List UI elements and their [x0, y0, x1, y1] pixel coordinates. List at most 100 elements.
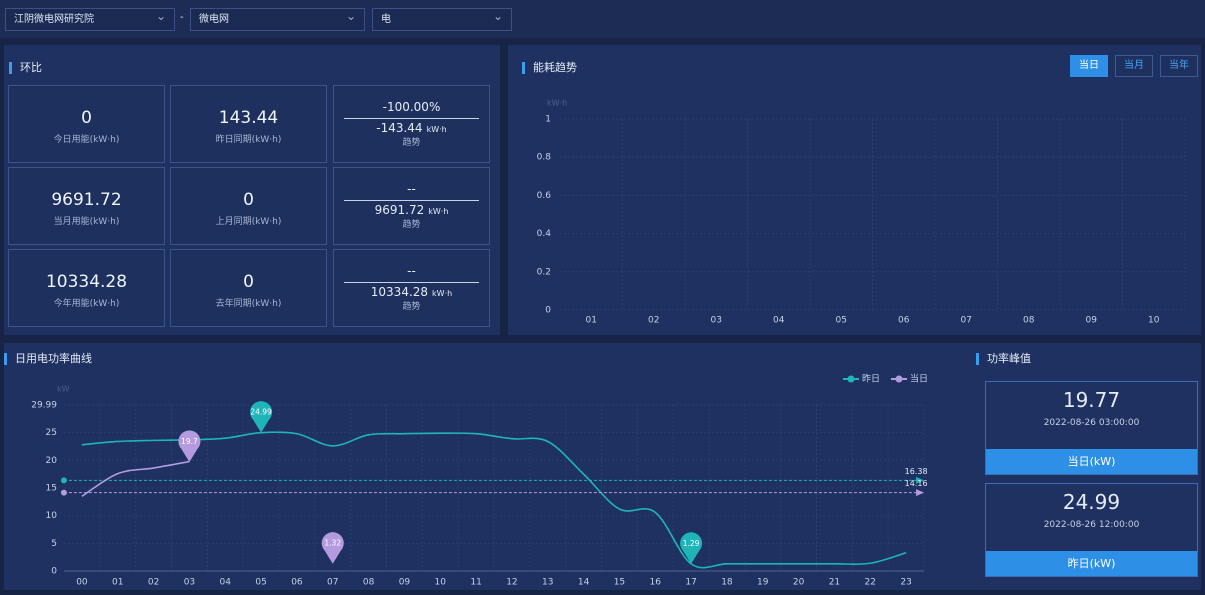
peak-time: 2022-08-26 03:00:00 [1043, 418, 1140, 428]
stat-value: 0 [243, 272, 254, 292]
x-tick-label: 19 [757, 578, 769, 588]
stat-label: 今日用能(kW·h) [53, 135, 120, 145]
trend-diff: 9691.72 [374, 203, 425, 217]
trend-unit: kW·h [428, 207, 449, 216]
legend-label: 昨日 [862, 373, 880, 385]
x-tick-label: 09 [1086, 316, 1098, 326]
trend-label: 趋势 [402, 302, 421, 312]
average-label: 16.38 [905, 467, 928, 476]
y-axis-label: kW·h [547, 99, 567, 108]
x-tick-label: 12 [506, 578, 517, 588]
series-line [81, 431, 907, 569]
period-button[interactable]: 当年 [1160, 55, 1198, 77]
average-start [60, 477, 67, 484]
x-tick-label: 23 [900, 578, 911, 588]
stat-cell: 10334.28 今年用能(kW·h) [8, 249, 165, 327]
mark-label: 24.99 [250, 408, 272, 417]
y-tick-label: 0.8 [537, 153, 552, 163]
stat-label: 去年同期(kW·h) [215, 299, 282, 309]
trend-percent: -- [407, 182, 416, 196]
peak-card: 19.77 2022-08-26 03:00:00 当日(kW) [985, 381, 1198, 475]
trend-chart: kW·h 0 0.2 0.4 0.6 0.8 1 01 02 03 04 05 06 07 08 09 10 [537, 99, 1186, 326]
trend-label: 趋势 [402, 220, 421, 230]
series-line [81, 460, 190, 497]
x-tick-label: 15 [614, 578, 625, 588]
peak-card: 24.99 2022-08-26 12:00:00 昨日(kW) [985, 483, 1198, 577]
y-tick-label: 0.6 [537, 191, 552, 201]
x-tick-label: 21 [829, 578, 840, 588]
y-tick-label: 10 [46, 511, 58, 521]
x-tick-label: 20 [793, 578, 805, 588]
divider [344, 200, 479, 201]
x-tick-label: 17 [685, 578, 696, 588]
average-arrow [916, 489, 925, 497]
stat-value: 143.44 [218, 108, 279, 128]
x-tick-label: 08 [363, 578, 375, 588]
trend-cell: -- 9691.72 kW·h 趋势 [333, 167, 490, 245]
x-tick-label: 01 [586, 316, 597, 326]
x-tick-label: 18 [721, 578, 733, 588]
trend-diff-row: 10334.28 kW·h [334, 285, 489, 299]
mark-pin [321, 532, 344, 564]
x-tick-label: 06 [898, 316, 910, 326]
mark-label: 19.7 [181, 437, 198, 446]
stat-label: 昨日同期(kW·h) [215, 135, 282, 145]
x-tick-label: 04 [220, 578, 232, 588]
x-tick-label: 16 [650, 578, 662, 588]
x-tick-label: 03 [711, 316, 722, 326]
energy-select[interactable]: 电 [372, 6, 512, 31]
average-label: 14.16 [905, 479, 928, 488]
stat-value: 0 [243, 190, 254, 210]
peak-value: 24.99 [1062, 490, 1121, 514]
trend-diff: -143.44 [376, 121, 423, 135]
trend-cell: -100.00% -143.44 kW·h 趋势 [333, 85, 490, 163]
x-tick-label: 11 [470, 578, 481, 588]
separator: - [180, 12, 184, 23]
stat-label: 上月同期(kW·h) [215, 217, 282, 227]
stat-cell: 0 今日用能(kW·h) [8, 85, 165, 163]
stat-value: 10334.28 [45, 272, 128, 292]
x-tick-label: 07 [961, 316, 972, 326]
x-tick-label: 06 [291, 578, 303, 588]
x-tick-label: 03 [184, 578, 195, 588]
y-tick-label: 25 [46, 428, 57, 438]
y-tick-label: 0.4 [537, 229, 552, 239]
stat-label: 当月用能(kW·h) [53, 217, 120, 227]
divider [344, 118, 479, 119]
y-tick-label: 20 [46, 456, 58, 466]
panel-title: 日用电功率曲线 [4, 353, 92, 365]
mark-pin [680, 532, 703, 564]
trend-unit: kW·h [432, 289, 453, 298]
grid-select[interactable]: 微电网 [190, 6, 365, 31]
peak-label: 昨日(kW) [986, 551, 1197, 576]
x-tick-label: 22 [865, 578, 876, 588]
stat-value: 9691.72 [51, 190, 122, 210]
y-tick-label: 0.2 [537, 267, 551, 277]
y-tick-label: 1 [545, 115, 551, 125]
trend-diff: 10334.28 [370, 285, 429, 299]
stat-label: 今年用能(kW·h) [53, 299, 120, 309]
filter-bar: 江阴微电网研究院 - 微电网 电 [0, 0, 1205, 38]
y-tick-label: 0 [545, 306, 551, 316]
divider [344, 282, 479, 283]
peak-time: 2022-08-26 12:00:00 [1043, 520, 1140, 530]
x-tick-label: 04 [773, 316, 785, 326]
y-tick-label: 0 [51, 567, 57, 577]
y-tick-label: 29.99 [31, 401, 57, 411]
trend-unit: kW·h [426, 125, 447, 134]
period-button[interactable]: 当日 [1070, 55, 1108, 77]
mark-pin [250, 401, 273, 433]
org-select[interactable]: 江阴微电网研究院 [5, 6, 175, 31]
stat-cell: 143.44 昨日同期(kW·h) [170, 85, 327, 163]
trend-percent: -100.00% [382, 100, 441, 114]
x-tick-label: 05 [836, 316, 847, 326]
panel-title: 功率峰值 [976, 353, 1031, 365]
x-tick-label: 08 [1023, 316, 1035, 326]
legend-dot [895, 375, 903, 383]
y-tick-label: 5 [51, 539, 57, 549]
trend-cell: -- 10334.28 kW·h 趋势 [333, 249, 490, 327]
panel-title: 环比 [9, 62, 42, 74]
period-button[interactable]: 当月 [1115, 55, 1153, 77]
